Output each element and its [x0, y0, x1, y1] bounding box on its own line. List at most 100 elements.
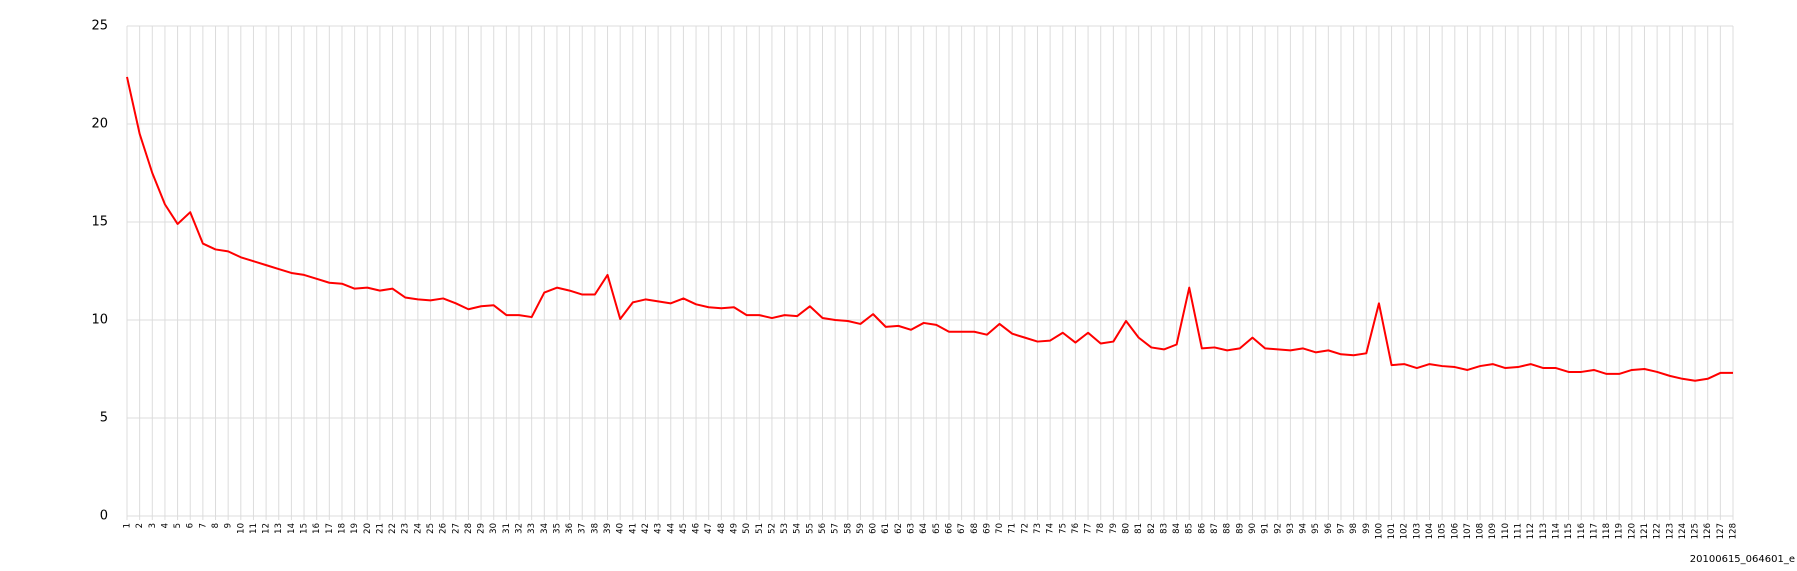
x-tick-label: 58: [843, 523, 853, 534]
x-tick-label: 73: [1033, 523, 1043, 534]
x-tick-label: 40: [616, 523, 626, 534]
x-tick-label: 28: [464, 523, 474, 534]
x-tick-label: 78: [1096, 523, 1106, 534]
x-tick-label: 5: [173, 523, 183, 528]
x-tick-label: 48: [717, 523, 727, 534]
x-tick-label: 12: [262, 523, 272, 534]
x-tick-label: 103: [1412, 523, 1422, 539]
x-tick-label: 57: [831, 523, 841, 534]
x-tick-label: 47: [704, 523, 714, 534]
x-tick-label: 109: [1488, 523, 1498, 539]
x-tick-label: 128: [1729, 523, 1739, 539]
x-tick-label: 11: [249, 523, 259, 534]
y-tick-label: 15: [91, 215, 108, 230]
x-tick-label: 126: [1703, 523, 1713, 539]
x-tick-label: 82: [1147, 523, 1157, 534]
x-tick-label: 18: [337, 523, 347, 534]
x-tick-label: 86: [1197, 523, 1207, 534]
x-tick-label: 30: [489, 523, 499, 534]
x-tick-label: 118: [1602, 523, 1612, 539]
x-tick-label: 22: [388, 523, 398, 534]
x-tick-label: 24: [413, 523, 423, 534]
x-tick-label: 127: [1716, 523, 1726, 539]
x-tick-label: 1: [123, 523, 133, 528]
y-tick-label: 0: [100, 509, 108, 524]
x-tick-label: 59: [856, 523, 866, 534]
x-tick-label: 62: [894, 523, 904, 534]
x-tick-label: 75: [1058, 523, 1068, 534]
x-tick-label: 95: [1311, 523, 1321, 534]
x-tick-label: 101: [1387, 523, 1397, 539]
x-tick-label: 61: [881, 523, 891, 534]
x-tick-label: 60: [869, 523, 879, 534]
x-tick-label: 124: [1678, 523, 1688, 539]
x-tick-label: 34: [540, 523, 550, 534]
x-tick-label: 33: [527, 523, 537, 534]
x-tick-label: 104: [1425, 523, 1435, 539]
x-tick-label: 13: [274, 523, 284, 534]
x-tick-label: 113: [1539, 523, 1549, 539]
x-tick-label: 51: [755, 523, 765, 534]
x-tick-label: 115: [1564, 523, 1574, 539]
y-tick-label: 5: [100, 411, 108, 426]
x-tick-label: 8: [211, 523, 221, 528]
x-tick-label: 84: [1172, 523, 1182, 534]
x-tick-label: 20: [363, 523, 373, 534]
x-tick-label: 42: [641, 523, 651, 534]
x-tick-label: 69: [982, 523, 992, 534]
x-tick-label: 90: [1248, 523, 1258, 534]
x-tick-label: 32: [515, 523, 525, 534]
x-tick-label: 54: [793, 523, 803, 534]
x-tick-label: 93: [1286, 523, 1296, 534]
x-tick-label: 114: [1551, 523, 1561, 539]
x-tick-label: 46: [692, 523, 702, 534]
x-tick-label: 110: [1501, 523, 1511, 539]
x-tick-label: 79: [1109, 523, 1119, 534]
x-tick-label: 116: [1577, 523, 1587, 539]
x-tick-label: 112: [1526, 523, 1536, 539]
x-tick-label: 100: [1374, 523, 1384, 539]
x-tick-label: 119: [1615, 523, 1625, 539]
x-tick-label: 88: [1223, 523, 1233, 534]
x-tick-label: 36: [565, 523, 575, 534]
x-tick-label: 85: [1185, 523, 1195, 534]
x-tick-label: 50: [742, 523, 752, 534]
x-tick-label: 107: [1463, 523, 1473, 539]
x-tick-label: 31: [502, 523, 512, 534]
x-tick-label: 38: [590, 523, 600, 534]
x-tick-label: 41: [628, 523, 638, 534]
x-tick-label: 27: [451, 523, 461, 534]
x-tick-label: 14: [287, 523, 297, 534]
x-tick-label: 63: [907, 523, 917, 534]
x-tick-label: 55: [805, 523, 815, 534]
x-tick-label: 123: [1665, 523, 1675, 539]
x-tick-label: 91: [1261, 523, 1271, 534]
x-tick-label: 44: [666, 523, 676, 534]
x-tick-label: 37: [578, 523, 588, 534]
x-tick-label: 76: [1071, 523, 1081, 534]
x-tick-label: 117: [1589, 523, 1599, 539]
x-tick-label: 81: [1134, 523, 1144, 534]
x-tick-label: 121: [1640, 523, 1650, 539]
x-tick-label: 65: [932, 523, 942, 534]
x-tick-label: 106: [1450, 523, 1460, 539]
y-tick-label: 20: [91, 117, 108, 132]
caption: 20100615_064601_e: [1690, 554, 1795, 565]
x-tick-label: 96: [1324, 523, 1334, 534]
x-tick-label: 49: [729, 523, 739, 534]
x-tick-label: 125: [1691, 523, 1701, 539]
data-line: [126, 76, 1733, 382]
x-tick-label: 3: [148, 523, 158, 528]
x-tick-label: 7: [198, 523, 208, 528]
x-tick-label: 98: [1349, 523, 1359, 534]
x-tick-label: 53: [780, 523, 790, 534]
x-tick-label: 72: [1020, 523, 1030, 534]
x-tick-label: 67: [957, 523, 967, 534]
x-tick-label: 17: [325, 523, 335, 534]
x-tick-label: 35: [552, 523, 562, 534]
x-tick-label: 111: [1514, 523, 1524, 539]
x-tick-label: 9: [224, 523, 234, 528]
x-tick-label: 52: [767, 523, 777, 534]
x-tick-label: 70: [995, 523, 1005, 534]
